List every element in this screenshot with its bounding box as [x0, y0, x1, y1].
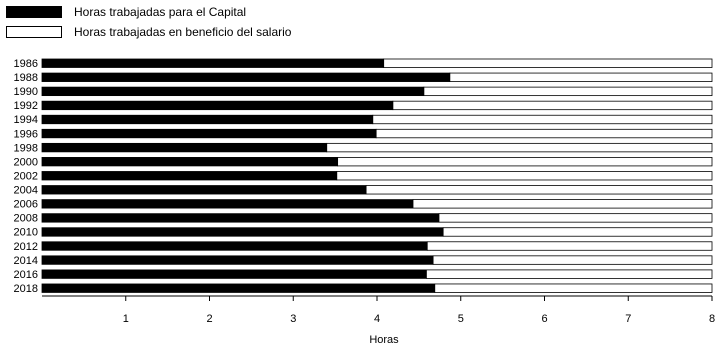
x-axis: 1 2 3 4 5 6 7 8 — [42, 295, 715, 325]
x-tick-label: 4 — [374, 313, 380, 325]
legend-label-salario: Horas trabajadas en beneficio del salari… — [74, 25, 292, 39]
y-tick-label: 2012 — [14, 241, 38, 253]
legend-swatch-capital — [6, 6, 62, 18]
bar-2004-capital — [41, 185, 367, 195]
bar-1994-salario — [372, 114, 713, 125]
y-tick-label: 2018 — [14, 283, 38, 295]
bar-2000-capital — [41, 157, 339, 167]
bar-1990-salario — [423, 86, 713, 97]
bar-2018-salario — [434, 283, 713, 293]
bar-2014-salario — [432, 255, 713, 265]
bar-1992-capital — [41, 100, 394, 111]
bars-group — [41, 58, 713, 293]
x-tick-label: 5 — [458, 313, 464, 325]
bar-2004-salario — [365, 185, 713, 195]
bar-1996-salario — [375, 128, 713, 139]
bar-2016-capital — [41, 269, 427, 279]
y-tick-labels: 1986 1988 1990 1992 1994 1996 1998 2000 2002 2004… — [14, 58, 38, 295]
bar-1998-salario — [326, 142, 713, 153]
bar-2010-salario — [442, 227, 713, 237]
bar-1990-capital — [41, 86, 425, 97]
y-tick-label: 2014 — [14, 255, 38, 267]
bar-1986-capital — [41, 58, 385, 68]
bar-2014-capital — [41, 255, 434, 265]
bar-2000-salario — [337, 157, 713, 167]
y-tick-label: 1998 — [14, 142, 38, 154]
y-tick-label: 1988 — [14, 72, 38, 84]
x-tick-label: 3 — [290, 313, 296, 325]
bar-2012-capital — [41, 241, 428, 251]
legend-item-capital: Horas trabajadas para el Capital — [6, 3, 291, 21]
legend-item-salario: Horas trabajadas en beneficio del salari… — [6, 23, 291, 41]
legend-swatch-salario — [6, 26, 62, 38]
y-tick-label: 1996 — [14, 128, 38, 140]
bar-1988-capital — [41, 72, 451, 82]
y-tick-label: 2016 — [14, 269, 38, 281]
legend: Horas trabajadas para el Capital Horas t… — [6, 3, 291, 43]
y-tick-label: 2002 — [14, 170, 38, 182]
x-tick-label: 2 — [206, 313, 212, 325]
bar-2018-capital — [41, 283, 436, 293]
bar-2010-capital — [41, 227, 444, 237]
bar-2016-salario — [426, 269, 713, 279]
x-tick-label: 1 — [123, 313, 129, 325]
y-tick-label: 1994 — [14, 114, 38, 126]
bar-1986-salario — [383, 58, 713, 68]
bar-1992-salario — [392, 100, 713, 111]
y-tick-label: 2008 — [14, 213, 38, 225]
y-tick-label: 2000 — [14, 156, 38, 168]
bar-1988-salario — [449, 72, 713, 82]
bar-1994-capital — [41, 114, 374, 125]
bar-2008-capital — [41, 213, 440, 223]
bar-2002-capital — [41, 171, 338, 181]
y-tick-label: 1992 — [14, 100, 38, 112]
bar-2002-salario — [336, 171, 713, 181]
x-axis-label: Horas — [369, 334, 399, 345]
bar-2006-salario — [412, 199, 713, 209]
bar-2012-salario — [426, 241, 713, 251]
x-tick-label: 7 — [625, 313, 631, 325]
x-tick-label: 8 — [709, 313, 715, 325]
y-tick-label: 1986 — [14, 58, 38, 70]
y-tick-label: 2010 — [14, 227, 38, 239]
legend-label-capital: Horas trabajadas para el Capital — [74, 5, 247, 19]
y-tick-label: 2004 — [14, 185, 38, 197]
bar-2006-capital — [41, 199, 414, 209]
bar-1998-capital — [41, 142, 328, 153]
y-tick-label: 1990 — [14, 86, 38, 98]
bar-1996-capital — [41, 128, 377, 139]
bar-2008-salario — [438, 213, 713, 223]
y-tick-label: 2006 — [14, 199, 38, 211]
x-tick-label: 6 — [541, 313, 547, 325]
